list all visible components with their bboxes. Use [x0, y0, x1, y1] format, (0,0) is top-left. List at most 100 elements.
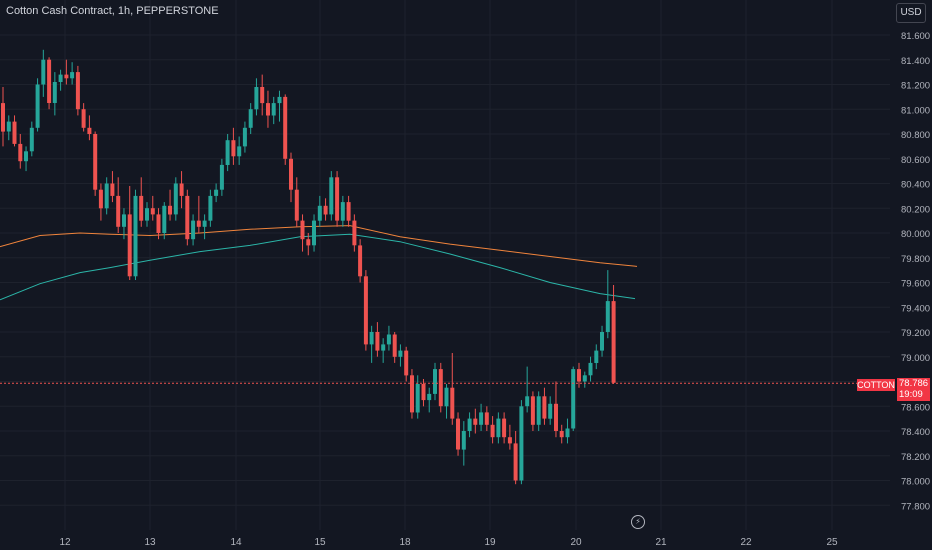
candle — [196, 195, 201, 233]
x-tick-label: 19 — [484, 537, 496, 548]
candle-body — [283, 96, 288, 159]
ma-fast-line — [0, 233, 636, 301]
price-axis[interactable]: 81.600 81.400 81.200 81.000 80.800 80.600 80.4… — [901, 31, 930, 512]
candle-body — [346, 202, 351, 221]
candle — [225, 134, 230, 172]
candle — [208, 189, 213, 227]
candle-body — [588, 362, 593, 376]
y-tick-label: 79.000 — [901, 353, 930, 364]
candle — [277, 90, 282, 122]
candle-body — [386, 334, 391, 345]
lightning-icon[interactable]: ⚡ — [631, 515, 645, 529]
candle-body — [168, 205, 172, 215]
candle-body — [548, 403, 553, 419]
y-tick-label: 79.600 — [901, 279, 930, 290]
candle — [202, 214, 207, 240]
candle — [329, 171, 334, 221]
candle — [410, 369, 414, 419]
candle-body — [559, 431, 564, 438]
candle — [317, 195, 322, 227]
candle — [237, 136, 242, 165]
candle-body — [18, 143, 23, 162]
y-tick-label: 77.800 — [901, 501, 930, 512]
candle — [525, 366, 530, 413]
y-tick-label: 79.800 — [901, 254, 930, 265]
candle — [1, 87, 5, 147]
candle-body — [507, 437, 512, 444]
candle-body — [254, 87, 259, 110]
candle-body — [577, 369, 581, 382]
y-tick-label: 79.400 — [901, 303, 930, 314]
candle-body — [191, 220, 196, 240]
candle — [502, 412, 507, 444]
currency-selector[interactable]: USD — [896, 3, 926, 23]
y-tick-label: 78.000 — [901, 477, 930, 488]
candle — [559, 424, 564, 444]
x-tick-label: 22 — [740, 537, 752, 548]
candle — [6, 115, 11, 141]
candle-body — [58, 74, 63, 82]
candle-body — [122, 214, 126, 227]
candle-body — [554, 403, 558, 431]
y-tick-label: 81.600 — [901, 31, 930, 42]
candle — [254, 78, 259, 116]
bar-countdown: 19:09 — [899, 389, 923, 400]
candle — [214, 183, 219, 203]
candle-body — [156, 214, 161, 233]
candle — [484, 406, 489, 431]
candle-body — [294, 189, 299, 221]
candle — [156, 208, 161, 240]
candle-body — [162, 205, 167, 233]
candle-body — [225, 140, 230, 165]
candle-body — [594, 350, 599, 363]
candle — [444, 384, 449, 419]
candle — [35, 78, 40, 132]
candle — [185, 189, 190, 246]
x-tick-label: 20 — [570, 537, 582, 548]
candle — [93, 131, 98, 196]
candle — [12, 115, 17, 147]
candle — [340, 195, 345, 227]
candle-body — [6, 121, 11, 132]
candle-body — [530, 396, 535, 425]
candle-body — [70, 72, 75, 79]
candle — [81, 103, 86, 132]
candle-body — [35, 84, 40, 128]
candle-body — [110, 183, 115, 196]
candle — [421, 379, 426, 407]
candle-body — [340, 202, 345, 221]
candle — [381, 338, 386, 363]
candle-body — [513, 443, 518, 481]
x-tick-label: 21 — [655, 537, 667, 548]
candle — [294, 177, 299, 227]
candle — [179, 171, 184, 209]
candle — [594, 344, 599, 370]
x-tick-label: 14 — [230, 537, 242, 548]
candle-body — [329, 177, 334, 215]
candle — [571, 366, 576, 431]
candle-body — [64, 74, 69, 79]
y-tick-label: 78.600 — [901, 402, 930, 413]
candle — [260, 74, 265, 116]
candle-body — [461, 431, 466, 450]
candle — [548, 396, 553, 425]
candle — [41, 49, 46, 97]
candle-body — [611, 301, 616, 383]
current-price-value: 78.786 — [899, 378, 929, 389]
chart-title: Cotton Cash Contract, 1h, PEPPERSTONE — [6, 5, 219, 17]
candle-body — [605, 301, 610, 332]
candle-body — [450, 387, 455, 419]
candle-body — [317, 205, 322, 221]
candle — [611, 285, 616, 384]
candle-body — [81, 109, 86, 128]
time-axis[interactable]: 12 13 14 15 18 19 20 21 22 25 — [59, 537, 838, 548]
candle-body — [427, 393, 432, 401]
candle-body — [24, 151, 28, 162]
candle-body — [352, 220, 357, 246]
candle — [248, 103, 253, 134]
candle — [87, 115, 92, 141]
candle-body — [456, 418, 460, 450]
x-tick-label: 12 — [59, 537, 71, 548]
candle-body — [98, 189, 103, 209]
